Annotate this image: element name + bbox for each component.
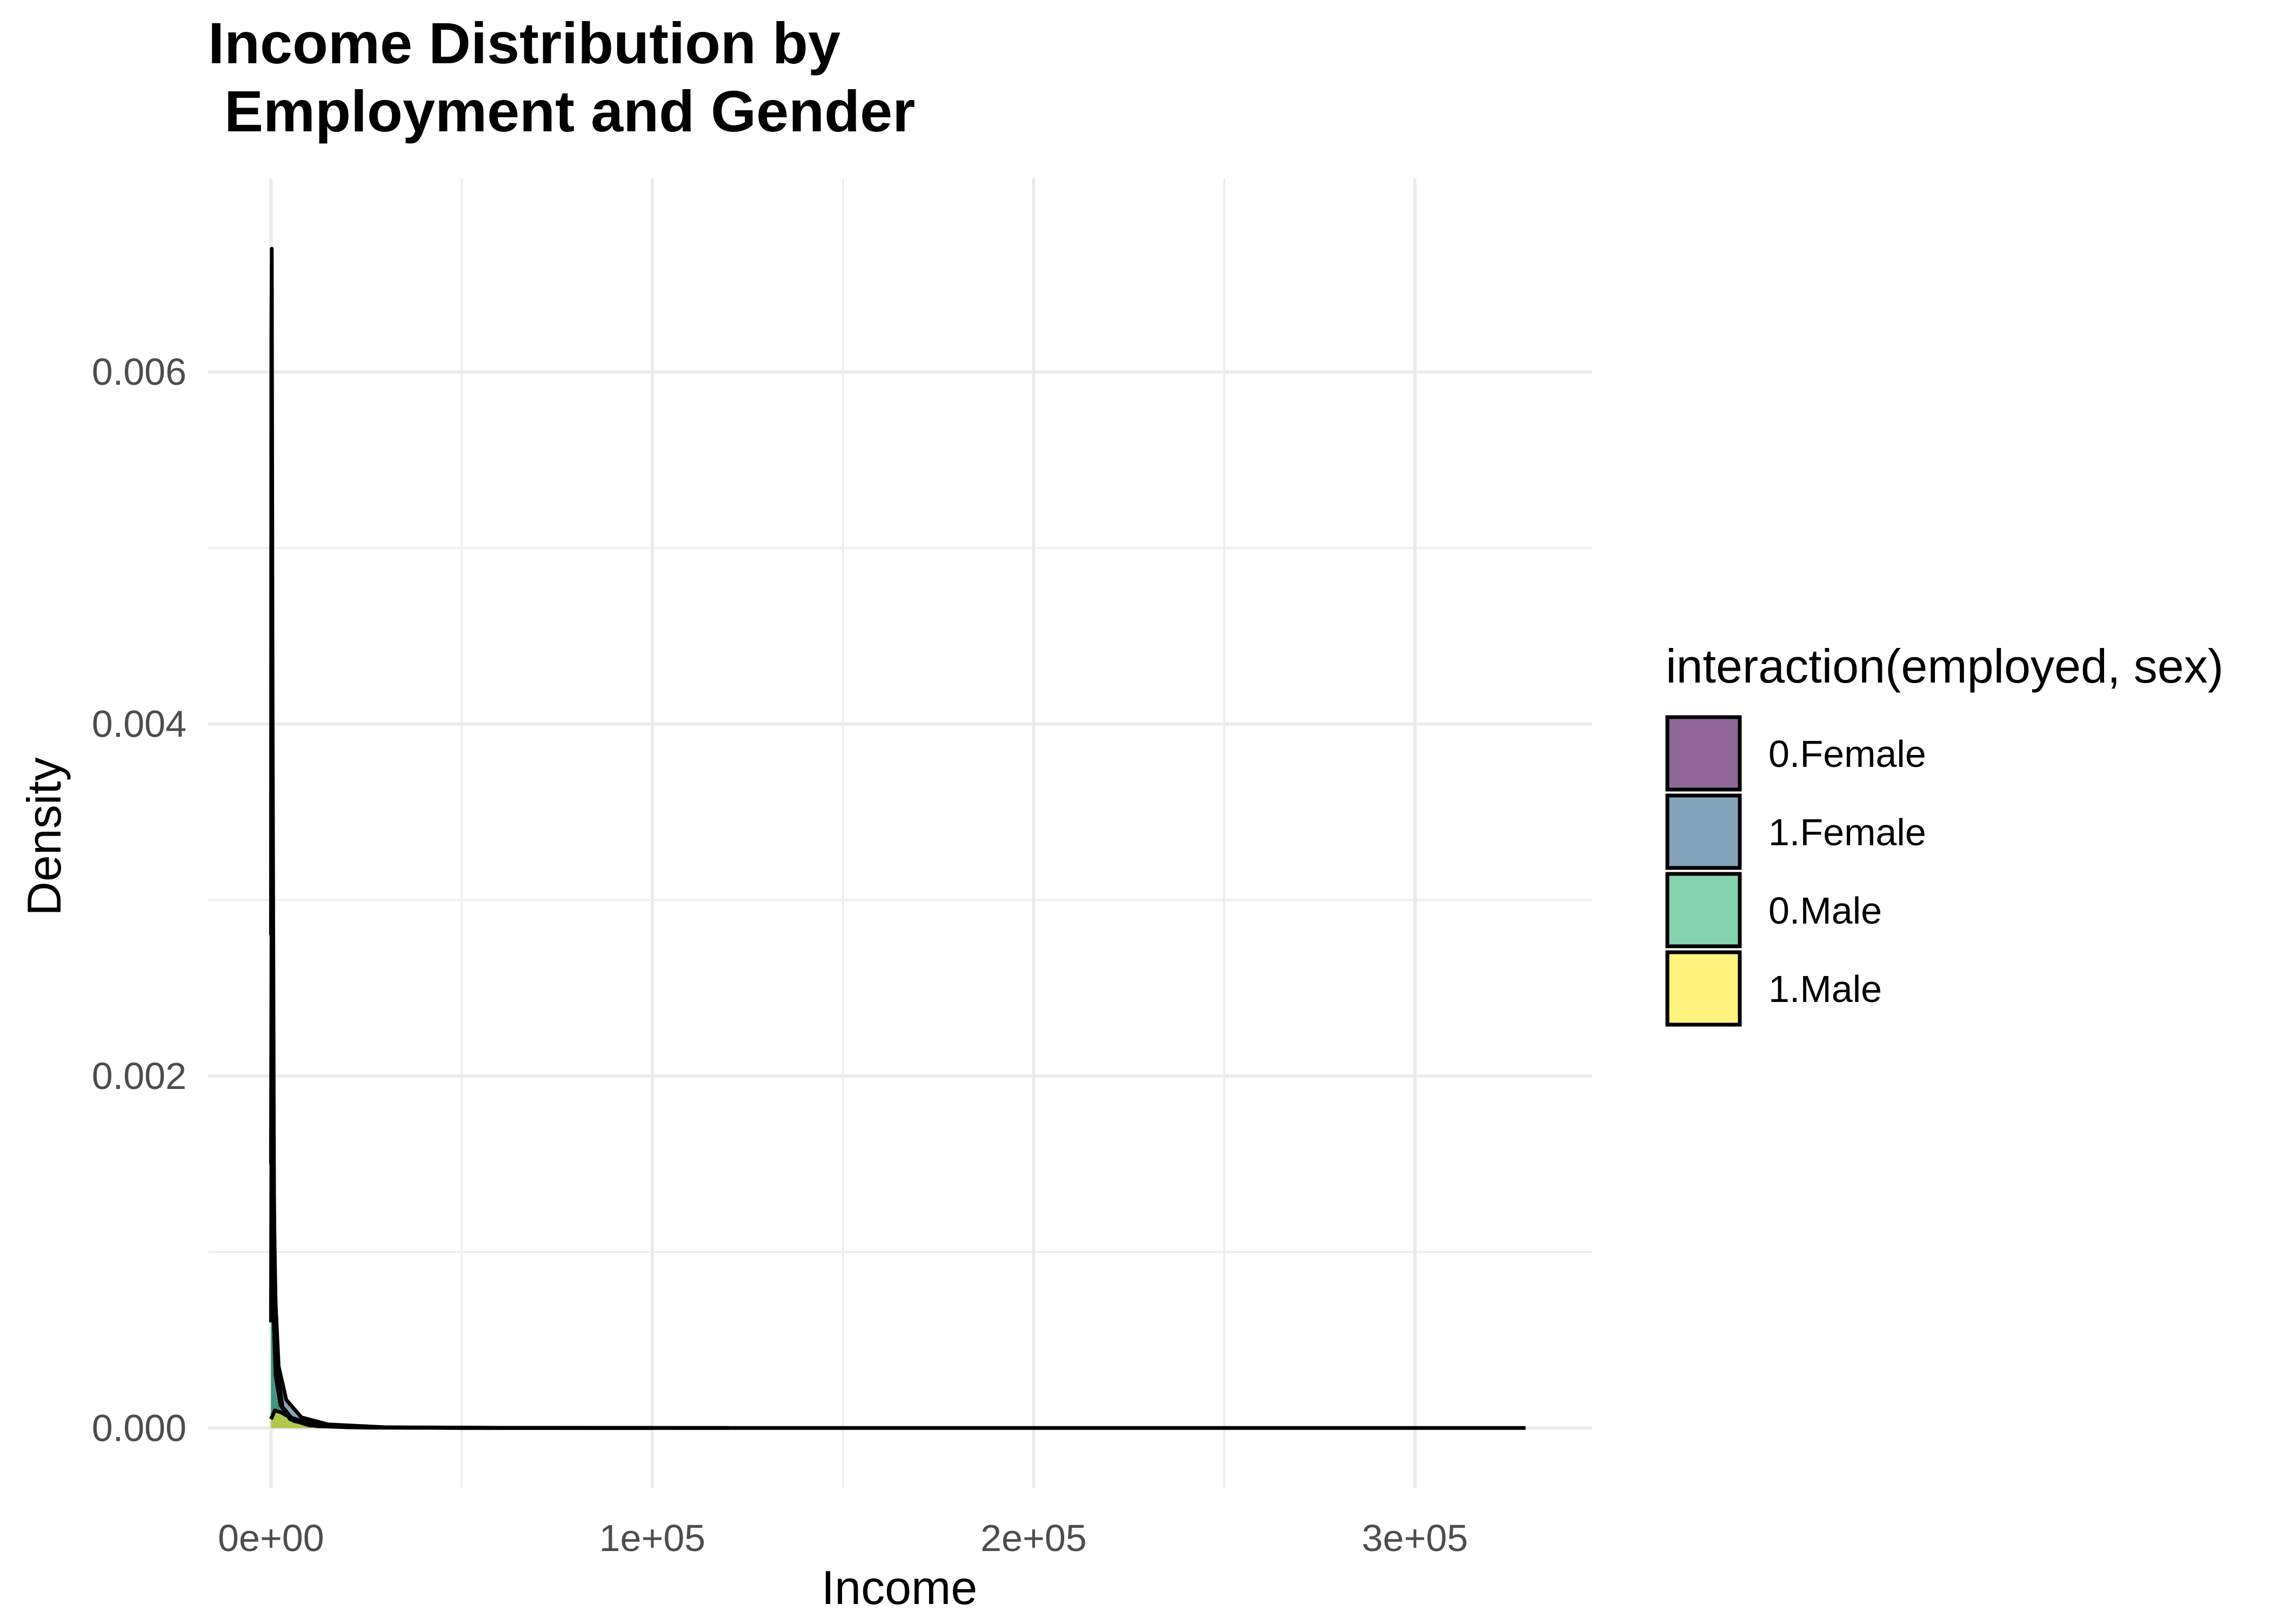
legend-swatch-0-male [1665, 872, 1742, 948]
x-tick-label: 3e+05 [1362, 1517, 1468, 1559]
x-axis-ticks: 0e+00 1e+05 2e+05 3e+05 [218, 1517, 1468, 1559]
x-tick-label: 1e+05 [599, 1517, 706, 1559]
legend-item: 0.Male [1665, 872, 1882, 948]
legend-swatch-1-female [1665, 793, 1742, 870]
chart-title-line-2: Employment and Gender [208, 78, 915, 144]
legend-item: 1.Female [1665, 793, 1926, 870]
legend-swatch-1-male [1665, 950, 1742, 1027]
x-tick-label: 0e+00 [218, 1517, 324, 1559]
x-axis-label: Income [822, 1561, 978, 1614]
density-outlines [269, 246, 1526, 1430]
density-outline-1-male [269, 1408, 1526, 1430]
legend-label: 1.Female [1768, 811, 1926, 853]
y-axis-ticks: 0.000 0.002 0.004 0.006 [92, 351, 186, 1449]
legend-title: interaction(employed, sex) [1666, 639, 2224, 693]
legend-label: 0.Male [1768, 890, 1882, 932]
legend-item: 1.Male [1665, 950, 1882, 1027]
y-axis-label: Density [17, 757, 71, 915]
legend-label: 1.Male [1768, 968, 1882, 1010]
legend: 0.Female 1.Female 0.Male 1.Male [1665, 715, 1926, 1027]
legend-item: 0.Female [1665, 715, 1926, 792]
legend-label: 0.Female [1768, 733, 1926, 775]
y-tick-label: 0.002 [92, 1055, 186, 1097]
y-tick-label: 0.000 [92, 1407, 186, 1449]
chart-title-line-1: Income Distribution by [208, 10, 840, 76]
y-tick-label: 0.004 [92, 703, 186, 745]
x-tick-label: 2e+05 [980, 1517, 1087, 1559]
y-tick-label: 0.006 [92, 351, 186, 393]
legend-swatch-0-female [1665, 715, 1742, 792]
